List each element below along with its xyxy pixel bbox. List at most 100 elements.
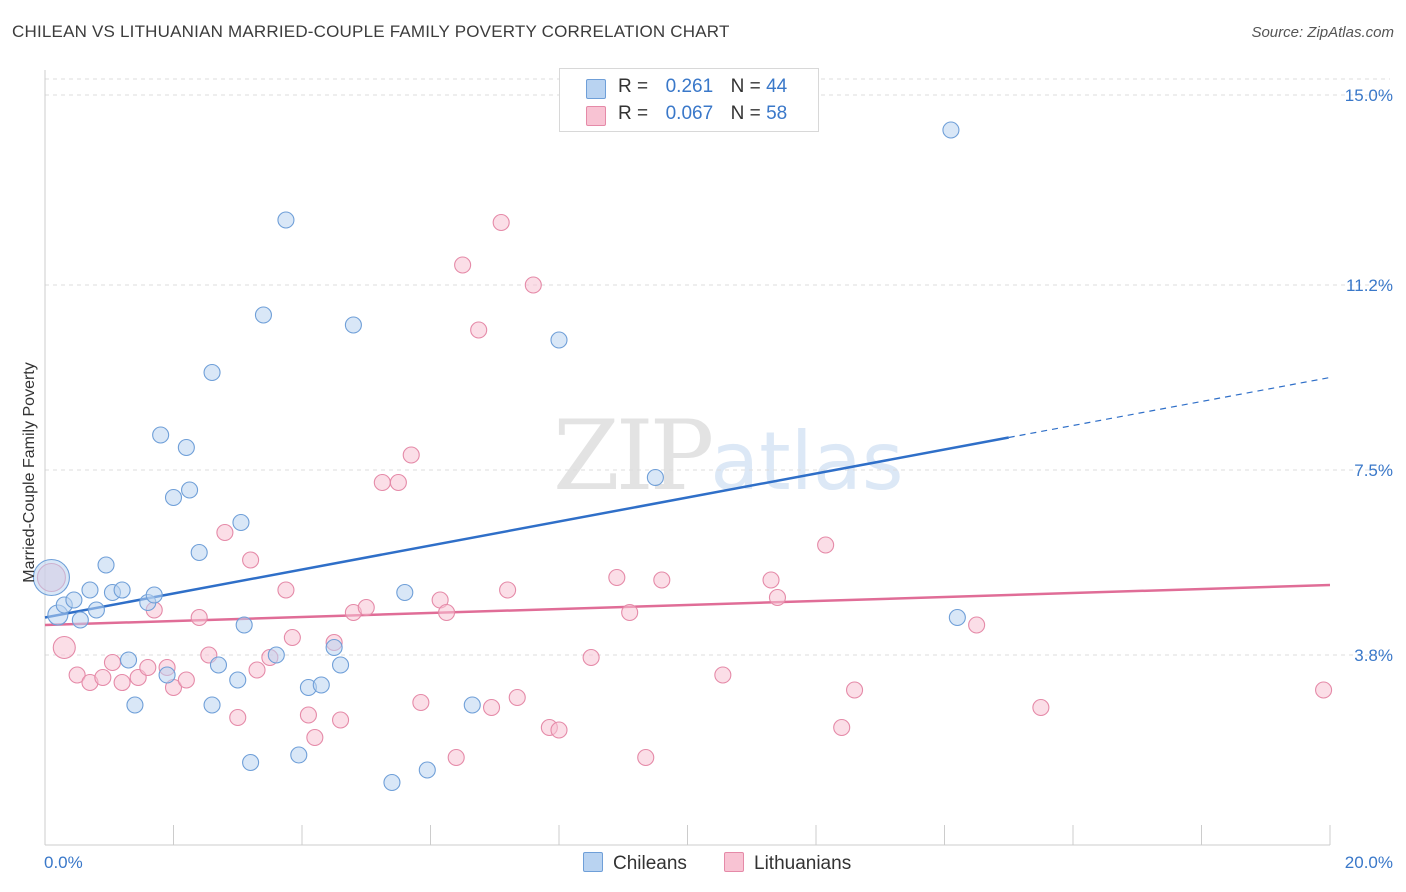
lithuanian-point (845, 681, 864, 699)
lithuanian-point (637, 748, 655, 767)
lithuanian-point (190, 608, 208, 627)
chilean-point (463, 696, 481, 714)
chilean-point (254, 306, 273, 324)
lithuanian-point (68, 666, 86, 684)
lithuanian-point (177, 671, 195, 689)
lithuanian-point (113, 673, 131, 692)
lithuanian-point (103, 653, 122, 672)
chilean-point (203, 363, 221, 382)
chilean-point (418, 761, 436, 779)
chilean-point (232, 513, 250, 532)
y-tick-label: 15.0% (1345, 86, 1393, 105)
lithuanian-point (447, 748, 465, 767)
lithuanian-point (550, 721, 568, 739)
lithuanian-point (482, 698, 501, 717)
lithuanian-point (524, 276, 542, 294)
chilean-point (344, 316, 362, 334)
chilean-point (312, 676, 330, 694)
chilean-point (948, 608, 966, 627)
chilean-point (396, 583, 414, 602)
lithuanian-point (242, 551, 260, 569)
lithuanian-point (454, 256, 472, 274)
chilean-point (113, 581, 131, 599)
y-tick-label: 7.5% (1354, 461, 1393, 480)
chilean-point (267, 646, 285, 664)
watermark-zip: ZIP (553, 400, 714, 512)
lithuanian-point (438, 603, 456, 622)
chileans-trend-extension (1008, 376, 1331, 439)
lithuanian-point (1032, 698, 1050, 717)
lithuanian-point (768, 588, 787, 607)
y-axis-title: Married-Couple Family Poverty (21, 362, 38, 583)
legend-n-value-chileans: 44 (766, 76, 788, 97)
chilean-point (97, 556, 115, 574)
lithuanian-point (248, 661, 266, 679)
lithuanian-point (229, 708, 247, 727)
chilean-point (81, 581, 99, 599)
x-tick-label: 20.0% (1345, 853, 1393, 872)
chilean-point (646, 468, 664, 487)
chilean-point (203, 696, 221, 714)
lithuanian-point (1315, 681, 1333, 699)
chilean-point (550, 331, 568, 349)
lithuanians-trend-line (44, 583, 1331, 627)
chilean-point (277, 211, 295, 229)
chilean-point (383, 773, 401, 792)
grid-lines (45, 78, 1390, 656)
lithuanians-swatch (724, 852, 744, 872)
lithuanian-point (762, 571, 780, 589)
lithuanian-point (508, 688, 526, 707)
lithuanian-point (608, 568, 626, 587)
chilean-point (242, 753, 260, 772)
legend-n-label: N = (730, 76, 761, 97)
chilean-point (235, 616, 253, 634)
chilean-point (942, 121, 960, 139)
lithuanian-point (833, 718, 851, 737)
chilean-point (229, 671, 247, 689)
chilean-point (126, 696, 144, 714)
chilean-point (145, 586, 163, 604)
lithuanians-swatch (586, 106, 606, 126)
lithuanian-point (470, 321, 488, 339)
lithuanian-point (714, 666, 732, 684)
chilean-point (71, 611, 89, 629)
lithuanian-point (283, 628, 301, 647)
legend-r-label: R = (618, 76, 649, 97)
lithuanian-point (357, 598, 375, 617)
y-tick-label: 3.8% (1354, 646, 1393, 665)
lithuanian-point (277, 581, 295, 599)
chilean-point (164, 488, 183, 507)
lithuanian-point (389, 473, 407, 492)
lithuanian-point (331, 711, 350, 729)
chilean-point (87, 601, 105, 619)
chileans-swatch (586, 79, 606, 99)
chilean-point (209, 656, 228, 674)
watermark-atlas: atlas (710, 415, 904, 508)
x-tick-label: 0.0% (44, 853, 83, 872)
source-label: Source: ZipAtlas.com (1251, 24, 1394, 41)
lithuanian-point (817, 536, 835, 554)
legend-r-value-lithuanians: 0.067 (665, 103, 714, 124)
lithuanian-point (582, 648, 600, 667)
lithuanian-point (653, 571, 671, 589)
bottom-legend-label: Chileans (613, 853, 687, 874)
bottom-legend-lithuanians: Lithuanians (724, 852, 851, 875)
lithuanian-point (139, 658, 157, 677)
chileans-trend-line (44, 436, 1009, 619)
lithuanian-point (968, 616, 986, 634)
chart-title: CHILEAN VS LITHUANIAN MARRIED-COUPLE FAM… (12, 22, 730, 41)
watermark: ZIPatlas (553, 400, 904, 512)
tick-labels: 3.8% 7.5% 11.2% 15.0% 0.0% 20.0% Married-Coupl… (21, 86, 1393, 872)
chilean-point (158, 666, 176, 684)
data-points (32, 121, 1333, 792)
chilean-point (190, 543, 208, 562)
bottom-legend-chileans: Chileans (583, 852, 687, 875)
legend-r-label: R = (618, 103, 649, 124)
axes (44, 70, 1331, 846)
lithuanian-point (216, 523, 234, 542)
chileans-swatch (583, 852, 603, 872)
chilean-point (119, 651, 138, 669)
chilean-point (177, 438, 195, 457)
chilean-point (65, 591, 83, 609)
